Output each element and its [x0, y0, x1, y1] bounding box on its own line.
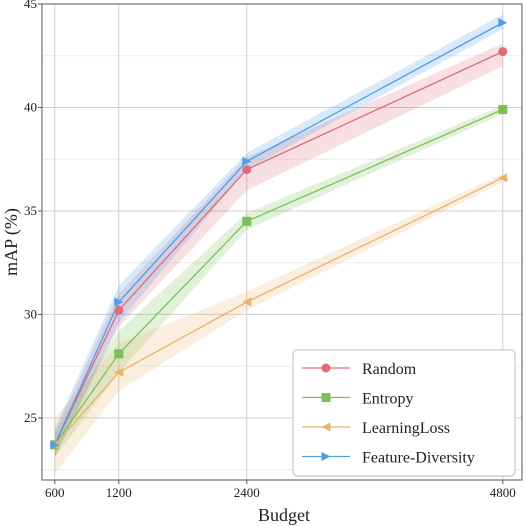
feature-diversity-point: [242, 156, 252, 166]
x-tick-label: 2400: [234, 485, 260, 500]
random-point: [242, 165, 252, 175]
learningloss-line: [54, 177, 504, 446]
feature-diversity-point: [114, 297, 124, 307]
legend-box: [292, 349, 516, 477]
learningloss-point: [242, 297, 252, 307]
y-tick-label: 45: [24, 0, 37, 11]
series-markers: [50, 18, 508, 450]
y-tick-label: 35: [24, 203, 37, 218]
y-axis-title: mAP (%): [1, 208, 22, 276]
legend-label-random: Random: [362, 361, 417, 378]
entropy-point: [114, 349, 124, 359]
legend-marker-learningloss: [321, 422, 331, 432]
learningloss-band: [54, 173, 503, 474]
x-axis-title: Budget: [258, 505, 310, 525]
y-tick-label: 25: [24, 410, 37, 425]
y-tick-label: 40: [24, 99, 37, 114]
tick-labels: 25 30 35 40 45 600 1200 2400 4800: [24, 0, 516, 500]
random-point: [114, 305, 124, 315]
legend-label-learningloss: LearningLoss: [362, 420, 450, 437]
legend-marker-random: [321, 363, 331, 373]
random-band: [54, 43, 503, 458]
y-tick-label: 30: [24, 306, 37, 321]
legend-marker-entropy: [321, 393, 331, 402]
learningloss-point: [114, 367, 124, 377]
entropy-point: [498, 105, 508, 115]
legend: Random Entropy LearningLoss Feature-Diversi…: [292, 349, 516, 477]
plot-frame: [41, 3, 523, 481]
x-tick-label: 1200: [106, 485, 132, 500]
random-point: [498, 47, 508, 57]
x-tick-label: 4800: [490, 485, 516, 500]
entropy-point: [242, 216, 252, 226]
feature-diversity-point: [498, 18, 508, 28]
legend-label-feature-diversity: Feature-Diversity: [362, 450, 475, 467]
entropy-line: [54, 108, 504, 446]
feature-diversity-line: [54, 22, 504, 446]
random-line: [54, 51, 504, 446]
legend-label-entropy: Entropy: [362, 391, 414, 408]
feature-diversity-point: [50, 440, 60, 450]
x-tick-label: 600: [45, 485, 65, 500]
confidence-bands: [54, 14, 503, 474]
series-lines: [54, 22, 504, 446]
learningloss-point: [498, 173, 508, 183]
legend-marker-feature-diversity: [321, 452, 331, 461]
